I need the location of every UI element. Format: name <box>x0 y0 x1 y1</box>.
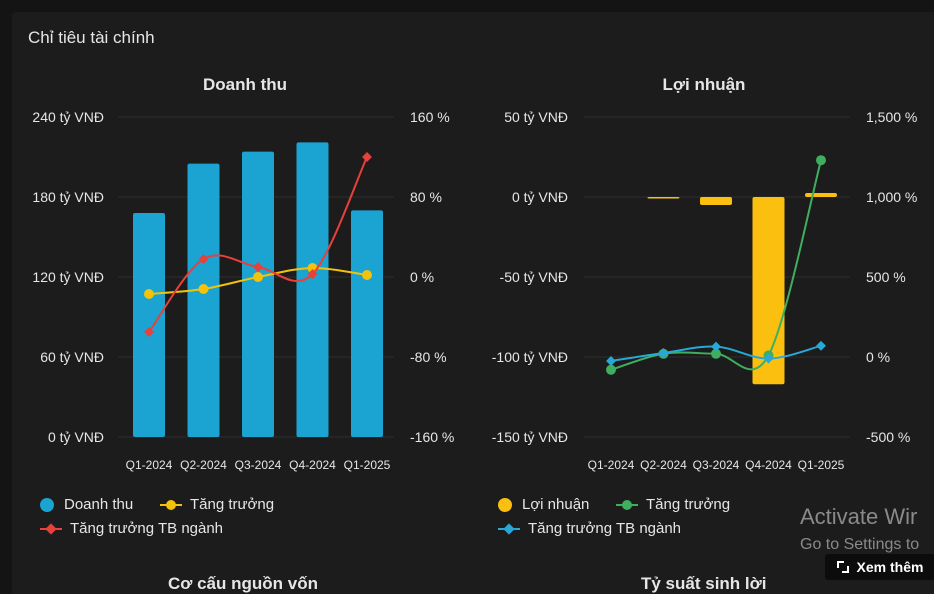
right-tick-label: 80 % <box>410 189 442 205</box>
watermark-line-1: Activate Wir <box>800 504 918 529</box>
chart-title: Lợi nhuận <box>663 75 746 94</box>
legend-item-profit-industry-growth[interactable]: Tăng trưởng TB ngành <box>498 520 681 537</box>
right-tick-label: 1,000 % <box>866 189 917 205</box>
windows-activation-watermark: Activate Wir Go to Settings to <box>800 504 919 554</box>
section-title: Chỉ tiêu tài chính <box>28 28 155 47</box>
point <box>253 262 263 272</box>
left-tick-label: 120 tỷ VNĐ <box>32 269 104 285</box>
legend-line-diamond-icon <box>40 522 62 536</box>
x-tick-label: Q4-2024 <box>289 458 336 472</box>
x-tick-label: Q1-2025 <box>344 458 391 472</box>
right-tick-label: -80 % <box>410 349 447 365</box>
left-tick-label: 50 tỷ VNĐ <box>504 109 568 125</box>
point <box>816 155 826 166</box>
right-tick-label: 500 % <box>866 269 906 285</box>
legend-line-circle-icon <box>616 498 638 512</box>
right-tick-label: 160 % <box>410 109 450 125</box>
point <box>763 353 774 364</box>
right-tick-label: 0 % <box>410 269 434 285</box>
legend-item-profit[interactable]: Lợi nhuận <box>498 496 589 513</box>
bar <box>351 210 383 437</box>
bar <box>187 163 220 437</box>
expand-icon <box>836 561 849 573</box>
legend-label: Lợi nhuận <box>522 496 590 513</box>
point <box>606 356 616 366</box>
legend-line-diamond-icon <box>498 522 520 536</box>
point <box>144 289 154 299</box>
legend-label: Tăng trưởng <box>646 496 731 513</box>
legend-label: Tăng trưởng <box>190 496 275 513</box>
chart-group-1: Lợi nhuận 50 tỷ VNĐ 1,500 % 0 tỷ VNĐ 1,000 %… <box>492 75 918 472</box>
legend-item-industry-growth[interactable]: Tăng trưởng TB ngành <box>40 520 223 537</box>
bar <box>133 213 165 437</box>
x-tick-label: Q2-2024 <box>640 458 687 472</box>
point <box>253 272 263 282</box>
point <box>144 327 154 337</box>
legend-line-circle-icon <box>160 498 182 512</box>
left-tick-label: 0 tỷ VNĐ <box>48 429 104 445</box>
legend-label: Doanh thu <box>64 496 134 513</box>
point <box>606 364 616 375</box>
left-tick-label: -50 tỷ VNĐ <box>500 269 568 285</box>
bar <box>647 197 680 199</box>
legend-dot-icon <box>40 497 54 512</box>
point <box>711 348 721 359</box>
x-tick-label: Q1-2024 <box>588 458 635 472</box>
bar <box>296 142 329 438</box>
capital-structure-title: Cơ cấu nguồn vốn <box>168 574 318 593</box>
watermark-line-2: Go to Settings to <box>800 536 920 553</box>
legend-item-profit-growth[interactable]: Tăng trưởng <box>616 496 730 513</box>
legend-item-growth[interactable]: Tăng trưởng <box>160 496 274 513</box>
left-tick-label: 240 tỷ VNĐ <box>32 109 104 125</box>
x-tick-label: Q1-2025 <box>798 458 845 472</box>
point <box>711 341 721 352</box>
left-tick-label: 0 tỷ VNĐ <box>512 189 568 205</box>
see-more-label: Xem thêm <box>856 559 924 575</box>
profitability-title: Tỷ suất sinh lời <box>641 574 767 593</box>
bar <box>700 197 732 205</box>
x-tick-label: Q1-2024 <box>126 458 173 472</box>
left-tick-label: -100 tỷ VNĐ <box>492 349 568 365</box>
left-tick-label: -150 tỷ VNĐ <box>492 429 568 445</box>
right-tick-label: -500 % <box>866 429 910 445</box>
legend-label: Tăng trưởng TB ngành <box>70 520 224 537</box>
x-tick-label: Q2-2024 <box>180 458 227 472</box>
legend-item-revenue[interactable]: Doanh thu <box>40 496 133 513</box>
right-tick-label: 0 % <box>866 349 890 365</box>
x-tick-label: Q4-2024 <box>745 458 792 472</box>
point <box>307 269 318 279</box>
legend-label: Tăng trưởng TB ngành <box>528 520 682 537</box>
right-tick-label: -160 % <box>410 429 454 445</box>
left-tick-label: 60 tỷ VNĐ <box>40 349 104 365</box>
point <box>198 284 209 294</box>
right-tick-label: 1,500 % <box>866 109 917 125</box>
bar <box>805 193 837 197</box>
point <box>198 254 209 264</box>
point <box>658 348 669 358</box>
chart-group-0: Doanh thu 240 tỷ VNĐ 160 % 180 tỷ VNĐ 80 % 12… <box>32 75 454 472</box>
bar <box>242 151 274 437</box>
see-more-button[interactable]: Xem thêm <box>825 554 934 580</box>
left-tick-label: 180 tỷ VNĐ <box>32 189 104 205</box>
series-line <box>610 159 822 371</box>
point <box>816 340 826 351</box>
point <box>362 270 372 280</box>
chart-title: Doanh thu <box>203 75 287 94</box>
point <box>362 152 372 162</box>
legend-dot-icon <box>498 497 512 512</box>
x-tick-label: Q3-2024 <box>235 458 282 472</box>
x-tick-label: Q3-2024 <box>693 458 740 472</box>
